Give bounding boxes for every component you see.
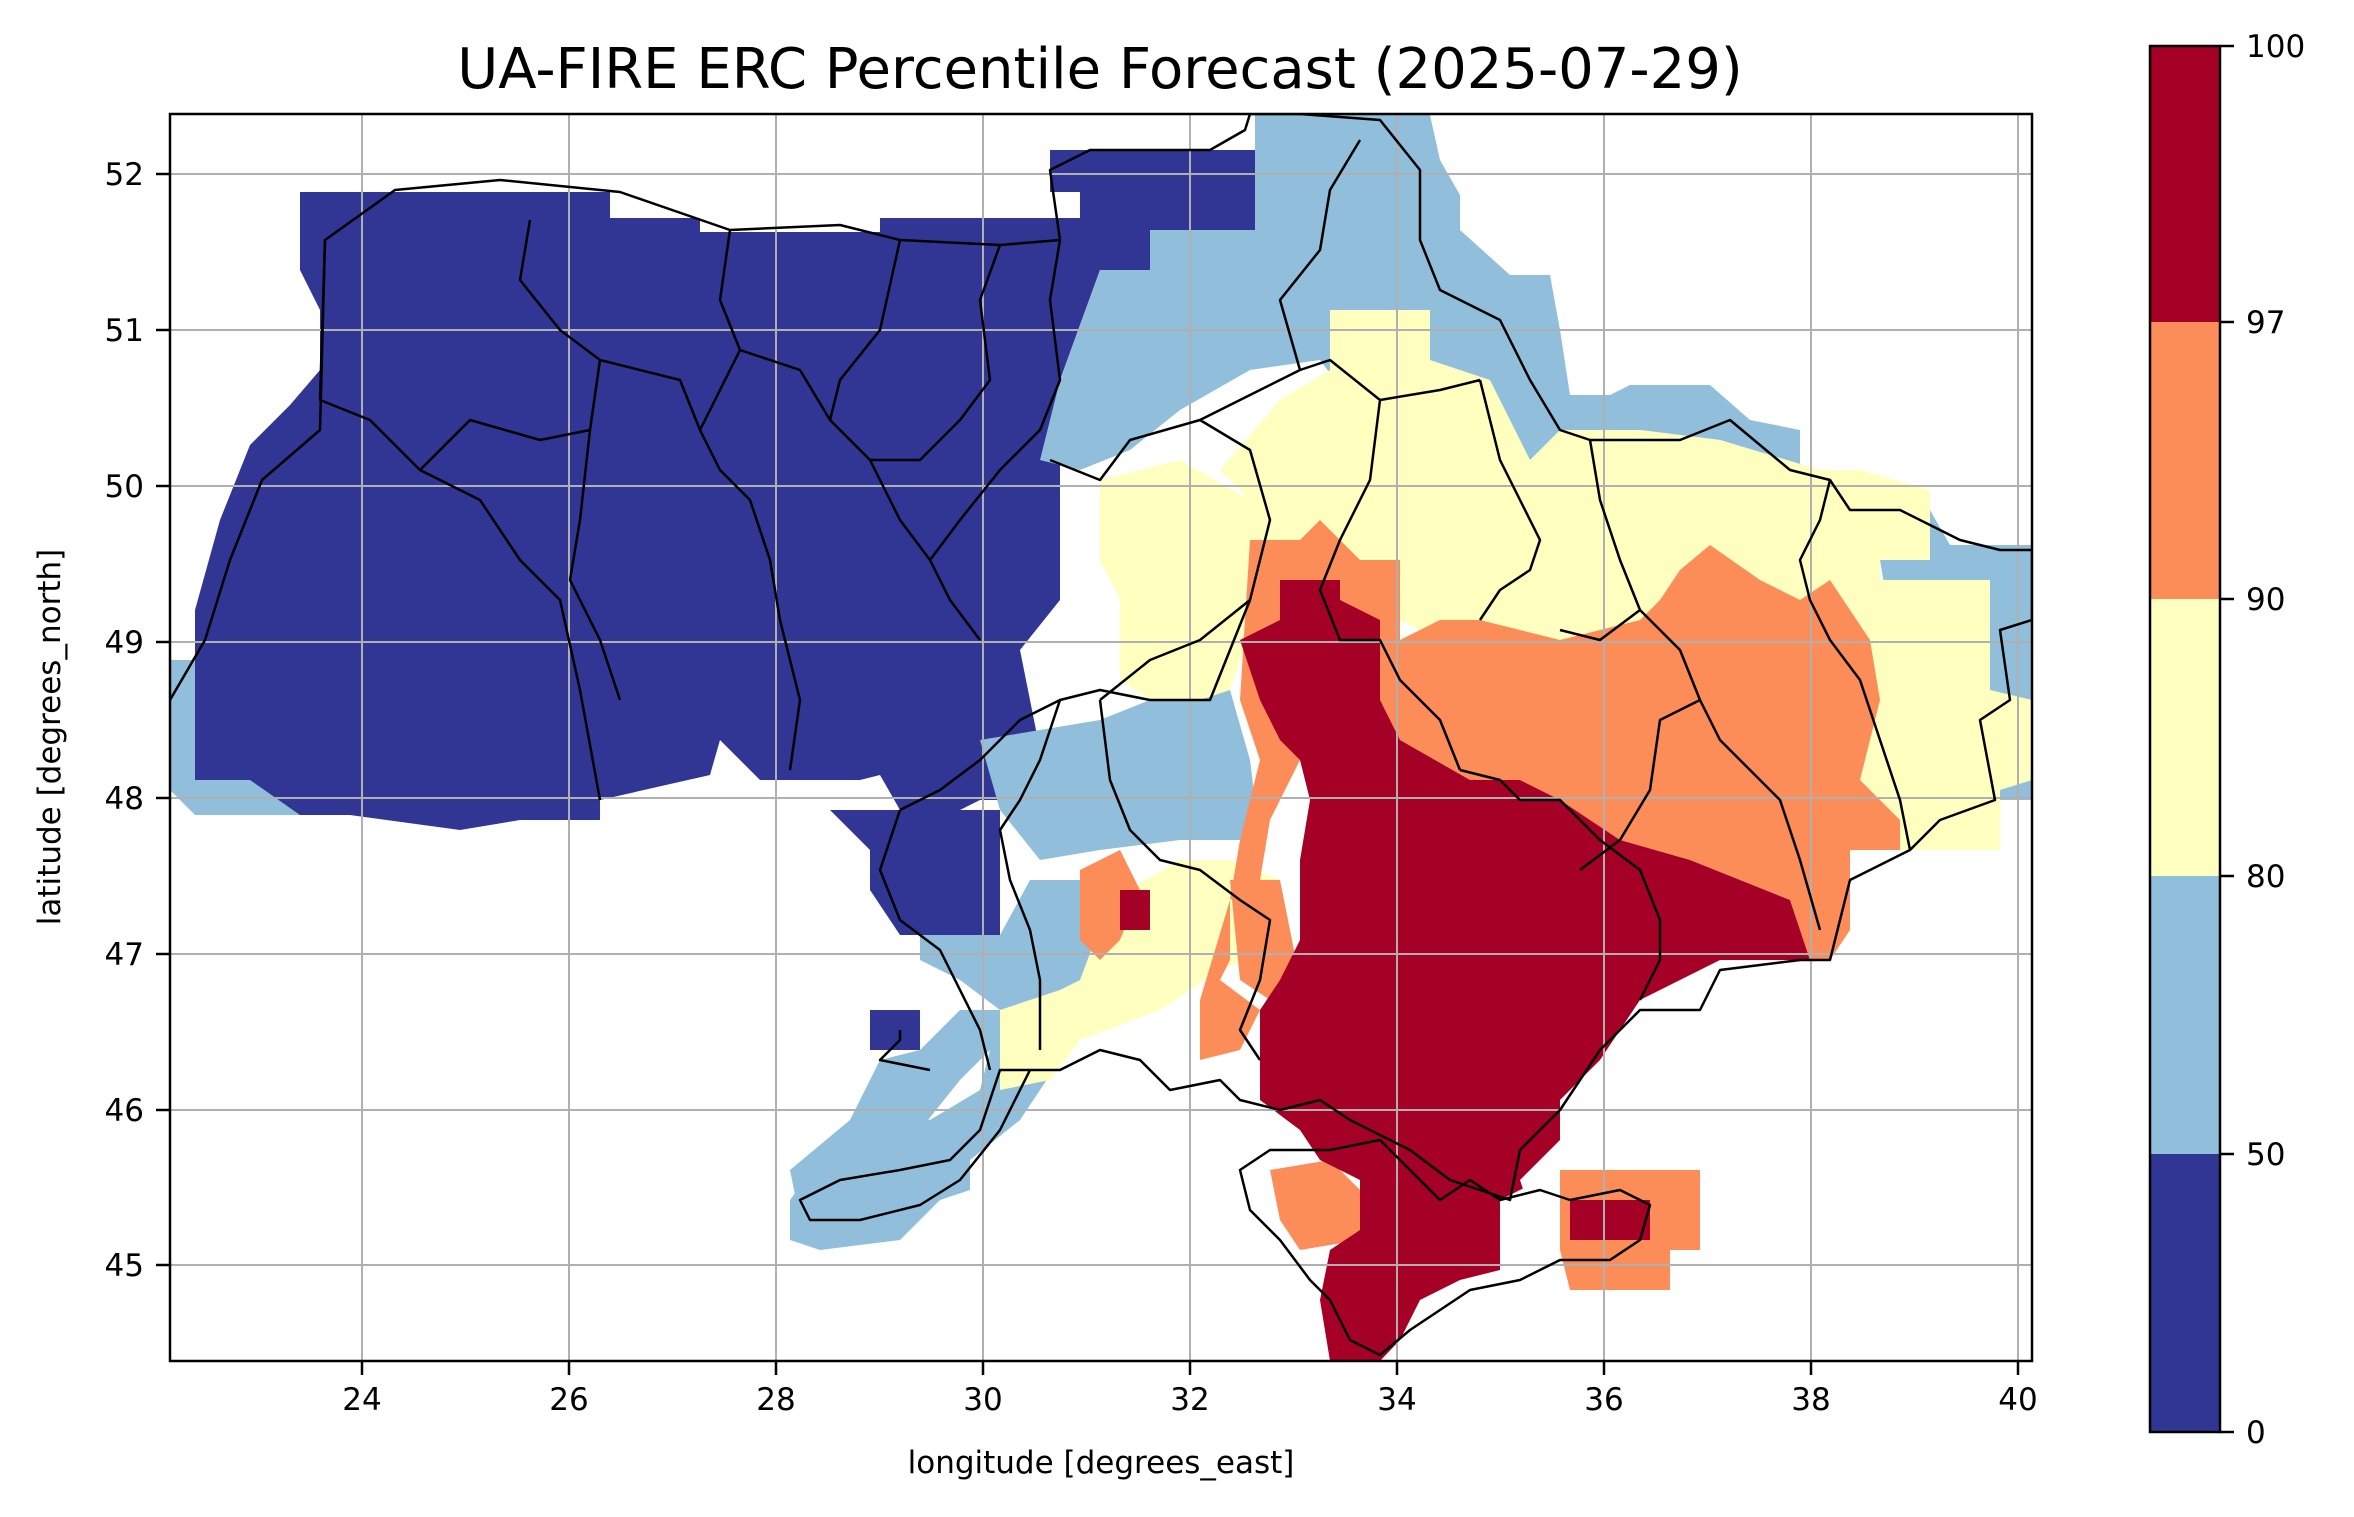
zone-50-80-southwest-coast-2: [790, 1010, 1000, 1220]
y-tick-label: 46: [105, 1093, 144, 1129]
y-axis: [156, 172, 170, 1267]
y-tick-label: 52: [105, 157, 144, 193]
colorbar-frame: [2148, 44, 2222, 1434]
y-tick-label: 50: [105, 469, 144, 505]
zone-0-50-south-pocket: [830, 810, 1000, 935]
x-tick-label: 26: [549, 1382, 588, 1418]
y-axis-label: latitude [degrees_north]: [32, 549, 68, 925]
colorbar-bin-50-80: [2150, 876, 2220, 1154]
colorbar-tick-label: 100: [2246, 29, 2305, 65]
zone-90-97-east: [1380, 545, 1900, 960]
y-tick-label: 45: [105, 1248, 144, 1284]
colorbar-tick-label: 97: [2246, 305, 2285, 341]
y-tick-labels: 45 46 47 48 49 50 51 52: [105, 157, 144, 1284]
x-tick-label: 38: [1791, 1382, 1830, 1418]
country-border: [170, 114, 2032, 1222]
chart-title: UA-FIRE ERC Percentile Forecast (2025-07…: [457, 37, 1742, 102]
x-tick-label: 24: [342, 1382, 381, 1418]
zone-0-50-southwest-spot: [870, 1010, 920, 1050]
zone-0-50-north-west: [195, 150, 1255, 830]
oblast-borders: [318, 139, 1912, 1071]
zone-90-97-southwest: [1080, 850, 1140, 960]
boundaries: [170, 114, 2032, 1357]
zone-80-90-central-west: [1100, 460, 1260, 700]
colorbar: 100 97 90 80 50 0: [2148, 29, 2305, 1451]
zone-80-90-south-coast: [1000, 860, 1280, 1090]
colorbar-bin-80-90: [2150, 599, 2220, 876]
colorbar-tick-label: 90: [2246, 582, 2285, 618]
x-tick-label: 36: [1584, 1382, 1623, 1418]
x-tick-label: 30: [963, 1382, 1002, 1418]
y-tick-label: 49: [105, 625, 144, 661]
zone-97-100-crimea-east-spot: [1570, 1200, 1650, 1240]
x-tick-label: 34: [1377, 1382, 1416, 1418]
colorbar-bin-97-100: [2150, 46, 2220, 322]
colorbar-tick-label: 50: [2246, 1137, 2285, 1173]
zone-97-100-west-spot: [1120, 890, 1150, 930]
x-axis-label: longitude [degrees_east]: [908, 1445, 1295, 1481]
y-tick-label: 51: [105, 313, 144, 349]
colorbar-bin-0-50: [2150, 1154, 2220, 1432]
x-axis: [360, 1361, 2020, 1375]
map-area: [170, 114, 2032, 1361]
zone-90-97-kherson: [1230, 880, 1300, 1000]
colorbar-tick-label: 80: [2246, 859, 2285, 895]
zone-90-97-crimea-west: [1270, 1160, 1360, 1250]
y-tick-label: 48: [105, 781, 144, 817]
x-tick-label: 28: [756, 1382, 795, 1418]
colorbar-bin-90-97: [2150, 322, 2220, 599]
x-tick-label: 40: [1998, 1382, 2037, 1418]
y-tick-label: 47: [105, 937, 144, 973]
colorbar-tick-label: 0: [2246, 1415, 2266, 1451]
x-tick-labels: 24 26 28 30 32 34 36 38 40: [342, 1382, 2037, 1418]
zone-97-100-south-central: [1240, 580, 1810, 1361]
crimea-outline: [1238, 1138, 1652, 1357]
plot-frame: [168, 112, 2034, 1363]
x-tick-label: 32: [1170, 1382, 1209, 1418]
